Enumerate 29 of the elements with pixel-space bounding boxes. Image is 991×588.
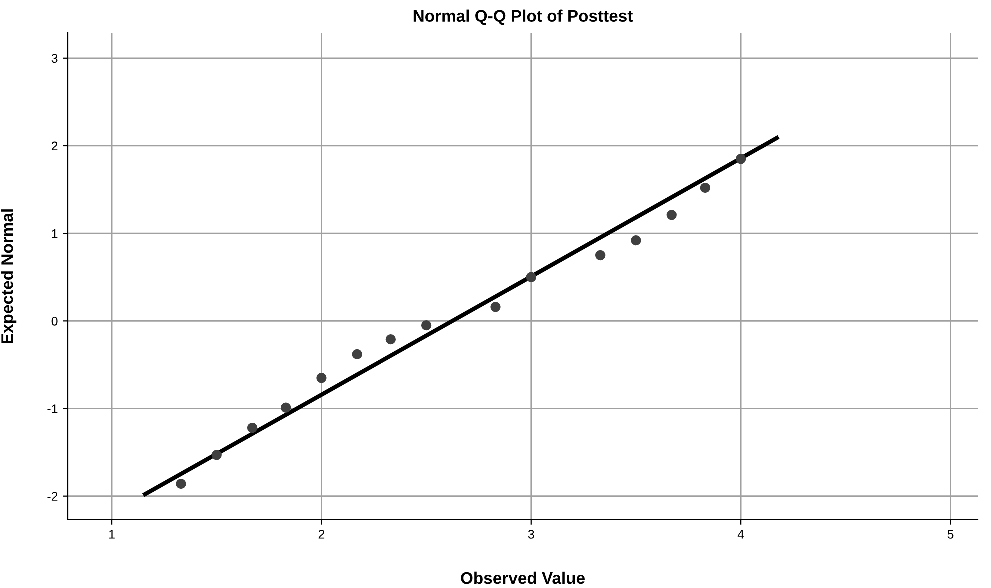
x-tick-label: 1 [110,530,115,539]
point [490,302,501,312]
point [352,349,362,360]
point [280,402,292,413]
x-tick-label: 3 [528,530,534,539]
y-tick-label: 2 [52,142,58,151]
point [736,154,746,164]
y-tick-label: -2 [48,492,58,501]
chart-title: Normal Q-Q Plot of Posttest [414,10,633,26]
point [247,422,258,434]
x-axis-title: Observed Value [461,572,585,584]
point [700,182,711,194]
point [526,272,536,282]
y-tick-label: -1 [48,404,58,414]
point [421,320,432,331]
point [212,450,222,460]
point [631,236,642,246]
y-tick-label: 3 [52,54,58,64]
y-tick-label: 1 [52,230,58,238]
x-tick-label: 4 [738,530,744,539]
y-tick-label: 0 [52,316,58,326]
x-tick-label: 2 [318,530,325,539]
point [316,373,327,384]
point [386,334,396,345]
x-tick-label: 5 [948,530,954,539]
point [666,210,677,220]
point [176,479,186,490]
y-axis-title: Expected Normal [1,210,17,344]
point [595,250,606,261]
